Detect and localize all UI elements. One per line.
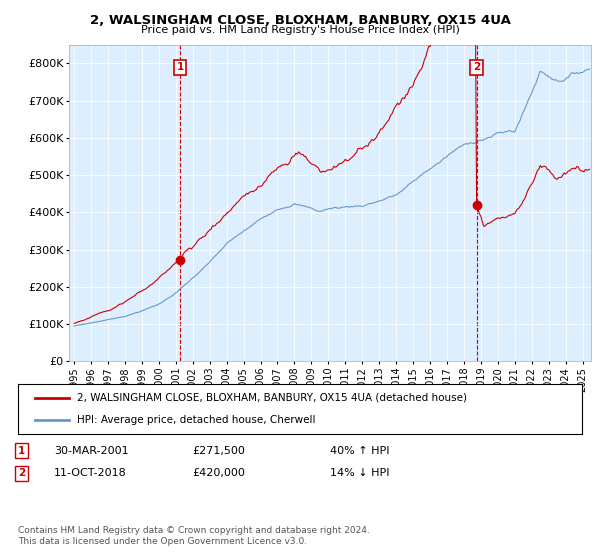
Text: 2: 2: [473, 62, 480, 72]
Text: Price paid vs. HM Land Registry's House Price Index (HPI): Price paid vs. HM Land Registry's House …: [140, 25, 460, 35]
Text: Contains HM Land Registry data © Crown copyright and database right 2024.
This d: Contains HM Land Registry data © Crown c…: [18, 526, 370, 546]
Text: 2: 2: [18, 468, 25, 478]
Text: 1: 1: [176, 62, 184, 72]
Text: 2, WALSINGHAM CLOSE, BLOXHAM, BANBURY, OX15 4UA (detached house): 2, WALSINGHAM CLOSE, BLOXHAM, BANBURY, O…: [77, 393, 467, 403]
Text: 14% ↓ HPI: 14% ↓ HPI: [330, 468, 389, 478]
Text: 30-MAR-2001: 30-MAR-2001: [54, 446, 128, 456]
Text: HPI: Average price, detached house, Cherwell: HPI: Average price, detached house, Cher…: [77, 415, 316, 425]
Text: £420,000: £420,000: [192, 468, 245, 478]
Text: 1: 1: [18, 446, 25, 456]
Text: 40% ↑ HPI: 40% ↑ HPI: [330, 446, 389, 456]
Text: £271,500: £271,500: [192, 446, 245, 456]
Text: 2, WALSINGHAM CLOSE, BLOXHAM, BANBURY, OX15 4UA: 2, WALSINGHAM CLOSE, BLOXHAM, BANBURY, O…: [89, 14, 511, 27]
Text: 11-OCT-2018: 11-OCT-2018: [54, 468, 127, 478]
